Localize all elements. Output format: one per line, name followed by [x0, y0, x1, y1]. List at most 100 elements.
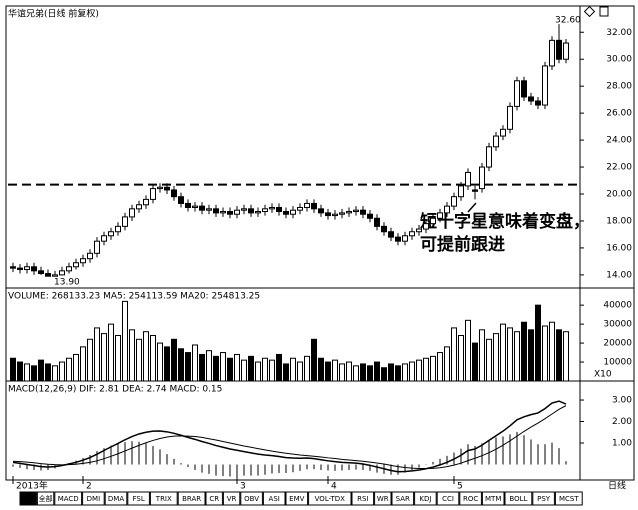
- candle-body: [283, 211, 289, 215]
- tab-label[interactable]: 全部: [39, 494, 53, 503]
- volume-bar: [388, 363, 394, 382]
- tab[interactable]: [104, 491, 128, 506]
- x-tick-label: 3: [240, 482, 246, 492]
- tab-label[interactable]: SAR: [396, 495, 410, 503]
- tab-label[interactable]: BOLL: [509, 495, 527, 503]
- tab[interactable]: [436, 491, 460, 506]
- candle-body: [171, 189, 177, 198]
- candle-body: [276, 206, 282, 213]
- candle-body: [493, 135, 499, 148]
- candle-body: [31, 266, 37, 272]
- candle-body: [24, 266, 30, 270]
- tab-label[interactable]: RSI: [357, 495, 368, 503]
- volume-bar: [451, 327, 457, 382]
- tab[interactable]: [414, 491, 437, 506]
- y-tick-label: 1.00: [612, 438, 632, 448]
- tab-label[interactable]: DMI: [87, 495, 101, 503]
- volume-bar: [402, 363, 408, 382]
- volume-bar: [444, 346, 450, 382]
- tab[interactable]: [459, 491, 482, 506]
- candle-body: [262, 208, 268, 213]
- tab-label[interactable]: CCI: [442, 495, 454, 503]
- annotation: 可提前跟进: [420, 234, 505, 255]
- macd-title: MACD(12,26,9) DIF: 2.81 DEA: 2.74 MACD: …: [8, 385, 222, 395]
- tab-label[interactable]: BRAR: [182, 495, 201, 503]
- volume-bar: [423, 357, 429, 382]
- tab-label[interactable]: VOL-TDX: [315, 495, 346, 503]
- volume-bar: [535, 304, 541, 382]
- tab[interactable]: [19, 491, 37, 506]
- tab[interactable]: [532, 491, 555, 506]
- tab[interactable]: [504, 491, 533, 506]
- tab-label[interactable]: PSY: [537, 495, 551, 503]
- tab-label[interactable]: FSL: [132, 495, 144, 503]
- candle-body: [269, 206, 275, 210]
- volume-bar: [220, 352, 226, 382]
- volume-bar: [339, 363, 345, 382]
- volume-bar: [73, 353, 79, 382]
- tab-label[interactable]: WR: [377, 495, 389, 503]
- tab-label[interactable]: VR: [227, 495, 237, 503]
- tab-label[interactable]: CR: [209, 495, 219, 503]
- tab[interactable]: [222, 491, 241, 506]
- tab[interactable]: [54, 491, 83, 506]
- annotation-arrow: [467, 202, 477, 213]
- tab-label[interactable]: MCST: [559, 495, 579, 503]
- tab-label[interactable]: OBV: [244, 495, 259, 503]
- tab[interactable]: [285, 491, 309, 506]
- volume-bar: [136, 338, 142, 382]
- volume-bar: [38, 359, 44, 382]
- volume-bar: [276, 353, 282, 382]
- candle-body: [507, 105, 513, 130]
- tab[interactable]: [308, 491, 352, 506]
- tab-label[interactable]: ROC: [463, 495, 478, 503]
- volume-bar: [381, 367, 387, 382]
- volume-bar: [87, 338, 93, 382]
- y-tick-label: 2.00: [612, 417, 632, 427]
- tab[interactable]: [149, 491, 178, 506]
- tab[interactable]: [82, 491, 105, 506]
- candle-body: [472, 189, 478, 192]
- candle-body: [94, 240, 100, 254]
- tab-label[interactable]: TRIX: [155, 495, 172, 503]
- volume-bar: [227, 357, 233, 382]
- volume-bar: [164, 346, 170, 382]
- tab[interactable]: [240, 491, 263, 506]
- tab[interactable]: [177, 491, 206, 506]
- tab[interactable]: [205, 491, 223, 506]
- volume-bar: [241, 359, 247, 382]
- tab-label[interactable]: EMV: [289, 495, 304, 503]
- tab-label[interactable]: ASI: [269, 495, 280, 503]
- candle-body: [290, 209, 296, 215]
- tab[interactable]: [36, 491, 55, 506]
- tab[interactable]: [374, 491, 392, 506]
- candle-body: [318, 208, 324, 214]
- annotation: 短十字星意味着变盘，: [420, 211, 590, 232]
- candle-body: [514, 80, 520, 107]
- volume-title: VOLUME: 268133.23 MA5: 254113.59 MA20: 2…: [8, 292, 260, 302]
- candle-body: [416, 228, 422, 233]
- tab-label[interactable]: DMA: [108, 495, 124, 503]
- volume-bar: [192, 344, 198, 382]
- tab-label[interactable]: MTM: [485, 495, 501, 503]
- candle-body: [45, 273, 51, 277]
- tab[interactable]: [262, 491, 286, 506]
- tab-label[interactable]: MACD: [58, 495, 79, 503]
- tab-label[interactable]: 指标: [21, 494, 35, 503]
- tab[interactable]: [554, 491, 583, 506]
- tab[interactable]: [351, 491, 375, 506]
- candle-body: [10, 266, 16, 269]
- candle-body: [542, 65, 548, 106]
- volume-bar: [157, 342, 163, 382]
- candle-body: [304, 202, 310, 208]
- tab[interactable]: [391, 491, 415, 506]
- tab[interactable]: [481, 491, 505, 506]
- volume-bar: [297, 361, 303, 382]
- tab-label[interactable]: KDJ: [419, 495, 431, 503]
- candle-body: [150, 188, 156, 200]
- volume-bar: [437, 352, 443, 382]
- volume-bar: [94, 327, 100, 382]
- tab[interactable]: [127, 491, 150, 506]
- volume-bar: [507, 327, 513, 382]
